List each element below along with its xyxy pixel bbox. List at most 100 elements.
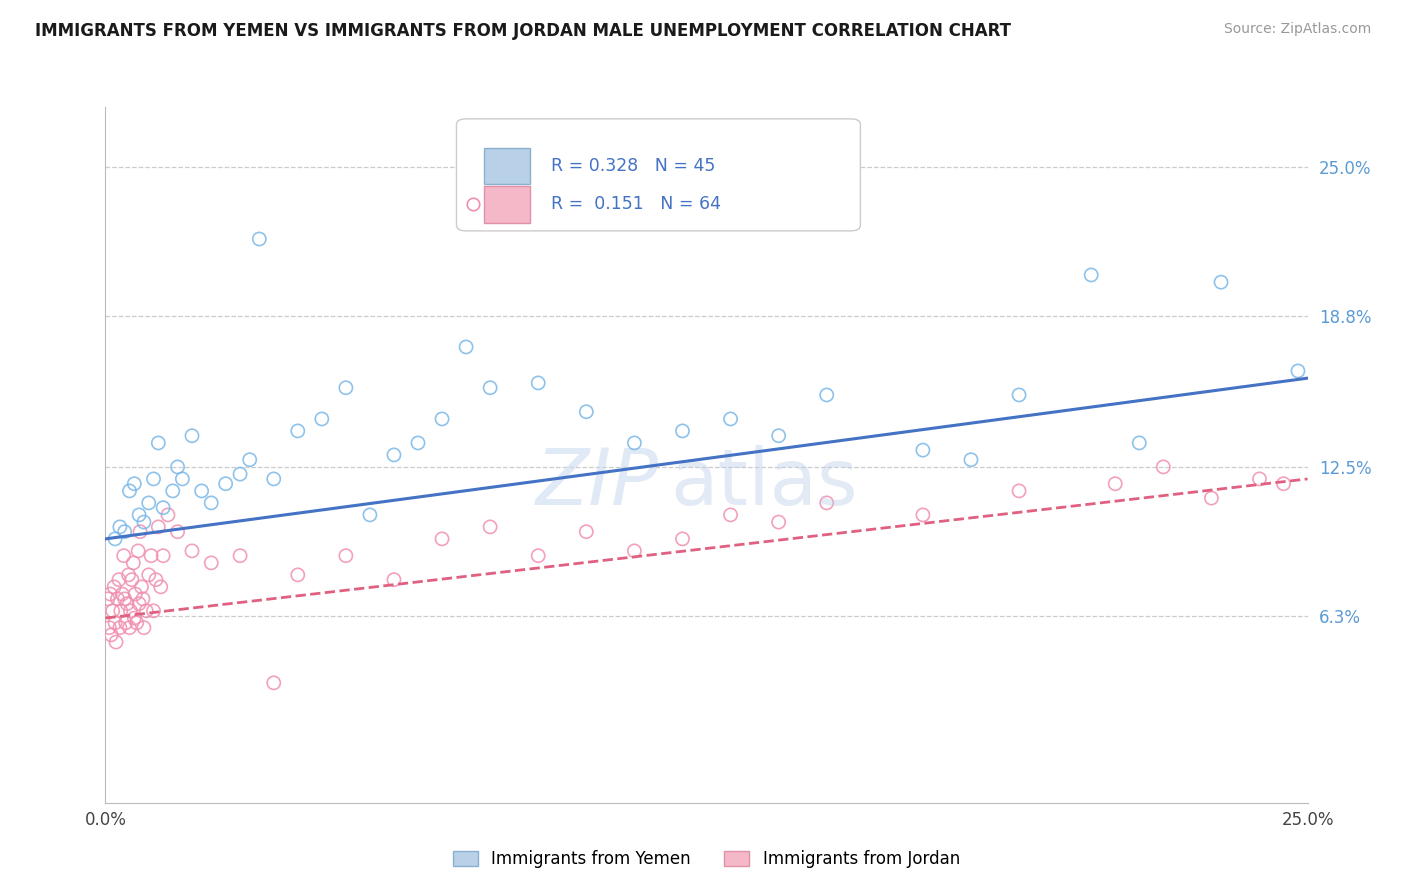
Point [214, 476, 236, 491]
Text: Source: ZipAtlas.com: Source: ZipAtlas.com [1223, 22, 1371, 37]
Point [1104, 476, 1126, 491]
Point [172, 472, 194, 486]
Point [98, 587, 121, 601]
Point [815, 388, 838, 402]
Text: IMMIGRANTS FROM YEMEN VS IMMIGRANTS FROM JORDAN MALE UNEMPLOYMENT CORRELATION CH: IMMIGRANTS FROM YEMEN VS IMMIGRANTS FROM… [35, 22, 1011, 40]
Point [104, 532, 127, 546]
Point [768, 428, 790, 442]
Point [527, 549, 550, 563]
Point [1128, 436, 1150, 450]
Point [229, 467, 252, 482]
Point [335, 381, 357, 395]
Point [768, 515, 790, 529]
Point [623, 544, 645, 558]
Point [335, 549, 357, 563]
Point [128, 508, 150, 522]
Point [124, 476, 146, 491]
Point [142, 604, 165, 618]
Text: R =  0.151   N = 64: R = 0.151 N = 64 [551, 195, 721, 213]
FancyBboxPatch shape [457, 119, 860, 231]
Point [112, 549, 135, 563]
Point [1249, 472, 1271, 486]
Point [132, 515, 155, 529]
Point [430, 412, 453, 426]
Point [382, 573, 405, 587]
Point [200, 556, 222, 570]
Point [190, 483, 212, 498]
Point [114, 524, 136, 539]
Point [815, 496, 838, 510]
Point [1201, 491, 1223, 505]
Point [128, 597, 150, 611]
Point [263, 676, 285, 690]
Point [720, 412, 742, 426]
Point [181, 544, 204, 558]
Point [142, 472, 165, 486]
Point [148, 436, 170, 450]
Point [122, 556, 145, 570]
Point [1272, 476, 1295, 491]
Point [118, 621, 141, 635]
Point [138, 567, 160, 582]
Point [124, 611, 146, 625]
Point [132, 591, 155, 606]
Point [105, 635, 128, 649]
Point [166, 459, 188, 474]
Point [720, 508, 742, 522]
Point [406, 436, 429, 450]
Point [139, 549, 162, 563]
Point [247, 232, 270, 246]
Point [97, 591, 120, 606]
Text: R = 0.328   N = 45: R = 0.328 N = 45 [551, 157, 716, 175]
Point [166, 524, 188, 539]
Point [454, 340, 477, 354]
Point [911, 508, 934, 522]
Point [98, 621, 121, 635]
Point [125, 615, 148, 630]
Point [101, 604, 124, 618]
Point [152, 549, 174, 563]
Point [145, 573, 167, 587]
Point [110, 604, 132, 618]
Point [114, 615, 136, 630]
Point [911, 443, 934, 458]
Point [107, 591, 129, 606]
Point [239, 452, 262, 467]
Point [1008, 483, 1031, 498]
Point [671, 424, 693, 438]
Point [200, 496, 222, 510]
Legend: Immigrants from Yemen, Immigrants from Jordan: Immigrants from Yemen, Immigrants from J… [447, 843, 966, 874]
Text: atlas: atlas [671, 445, 858, 521]
Point [115, 597, 138, 611]
Point [156, 508, 179, 522]
FancyBboxPatch shape [484, 186, 530, 222]
Point [575, 405, 598, 419]
Point [229, 549, 252, 563]
Point [1008, 388, 1031, 402]
Point [149, 580, 172, 594]
Point [181, 428, 204, 442]
Point [108, 520, 131, 534]
Point [287, 567, 309, 582]
Point [152, 500, 174, 515]
Point [287, 424, 309, 438]
Point [138, 496, 160, 510]
Point [623, 436, 645, 450]
Point [108, 573, 131, 587]
Point [479, 381, 502, 395]
Point [121, 573, 143, 587]
Point [1080, 268, 1102, 282]
Point [120, 604, 142, 618]
Point [1286, 364, 1309, 378]
Point [960, 452, 983, 467]
Point [575, 524, 598, 539]
Point [671, 532, 693, 546]
Point [1152, 459, 1174, 474]
Point [148, 520, 170, 534]
Text: ZIP: ZIP [536, 445, 658, 521]
Point [1209, 275, 1232, 289]
Point [479, 520, 502, 534]
Point [127, 544, 149, 558]
Point [132, 621, 155, 635]
Point [100, 628, 122, 642]
